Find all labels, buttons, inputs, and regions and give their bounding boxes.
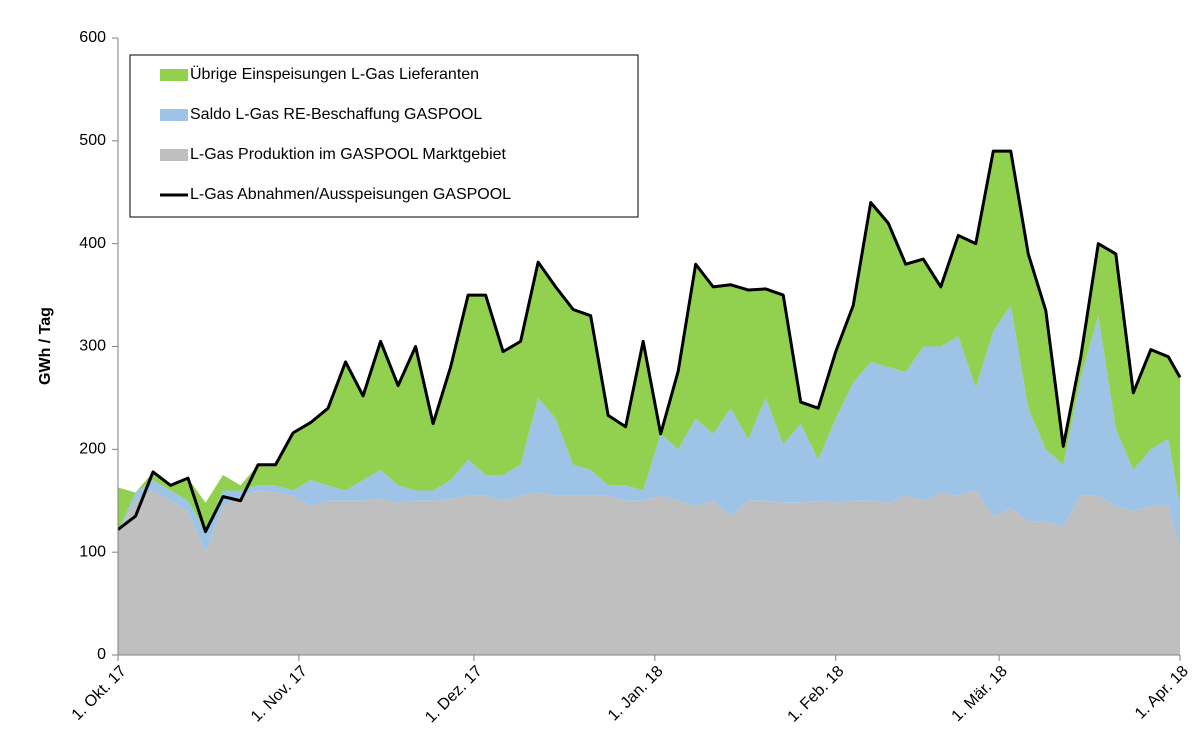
legend-swatch — [160, 149, 188, 161]
y-tick-label: 600 — [79, 29, 106, 46]
y-tick-label: 500 — [79, 132, 106, 149]
legend-swatch — [160, 109, 188, 121]
legend-label: Saldo L-Gas RE-Beschaffung GASPOOL — [190, 106, 482, 123]
y-tick-label: 0 — [97, 646, 106, 663]
y-tick-label: 400 — [79, 235, 106, 252]
area — [118, 490, 1180, 655]
legend-box — [129, 54, 639, 218]
legend-label: L-Gas Produktion im GASPOOL Marktgebiet — [190, 146, 507, 163]
x-tick-label: 1. Okt. 17 — [69, 663, 130, 724]
y-tick-label: 100 — [79, 543, 106, 560]
line — [117, 149, 1182, 534]
y-axis-label: GWh / Tag — [37, 307, 54, 385]
x-tick-label: 1. Feb. 18 — [785, 663, 848, 726]
legend-label: L-Gas Abnahmen/Ausspeisungen GASPOOL — [190, 186, 511, 203]
x-tick-label: 1. Apr. 18 — [1132, 663, 1192, 723]
y-tick-label: 300 — [79, 338, 106, 355]
y-tick-label: 200 — [79, 441, 106, 458]
area — [118, 151, 1180, 532]
x-tick-label: 1. Nov. 17 — [248, 663, 311, 726]
x-tick-label: 1. Jan. 18 — [605, 663, 667, 725]
legend-swatch — [160, 69, 188, 81]
area — [118, 305, 1180, 553]
x-tick-label: 1. Mär. 18 — [949, 663, 1011, 725]
x-tick-label: 1. Dez. 17 — [422, 663, 486, 727]
legend-label: Übrige Einspeisungen L-Gas Lieferanten — [190, 65, 479, 83]
